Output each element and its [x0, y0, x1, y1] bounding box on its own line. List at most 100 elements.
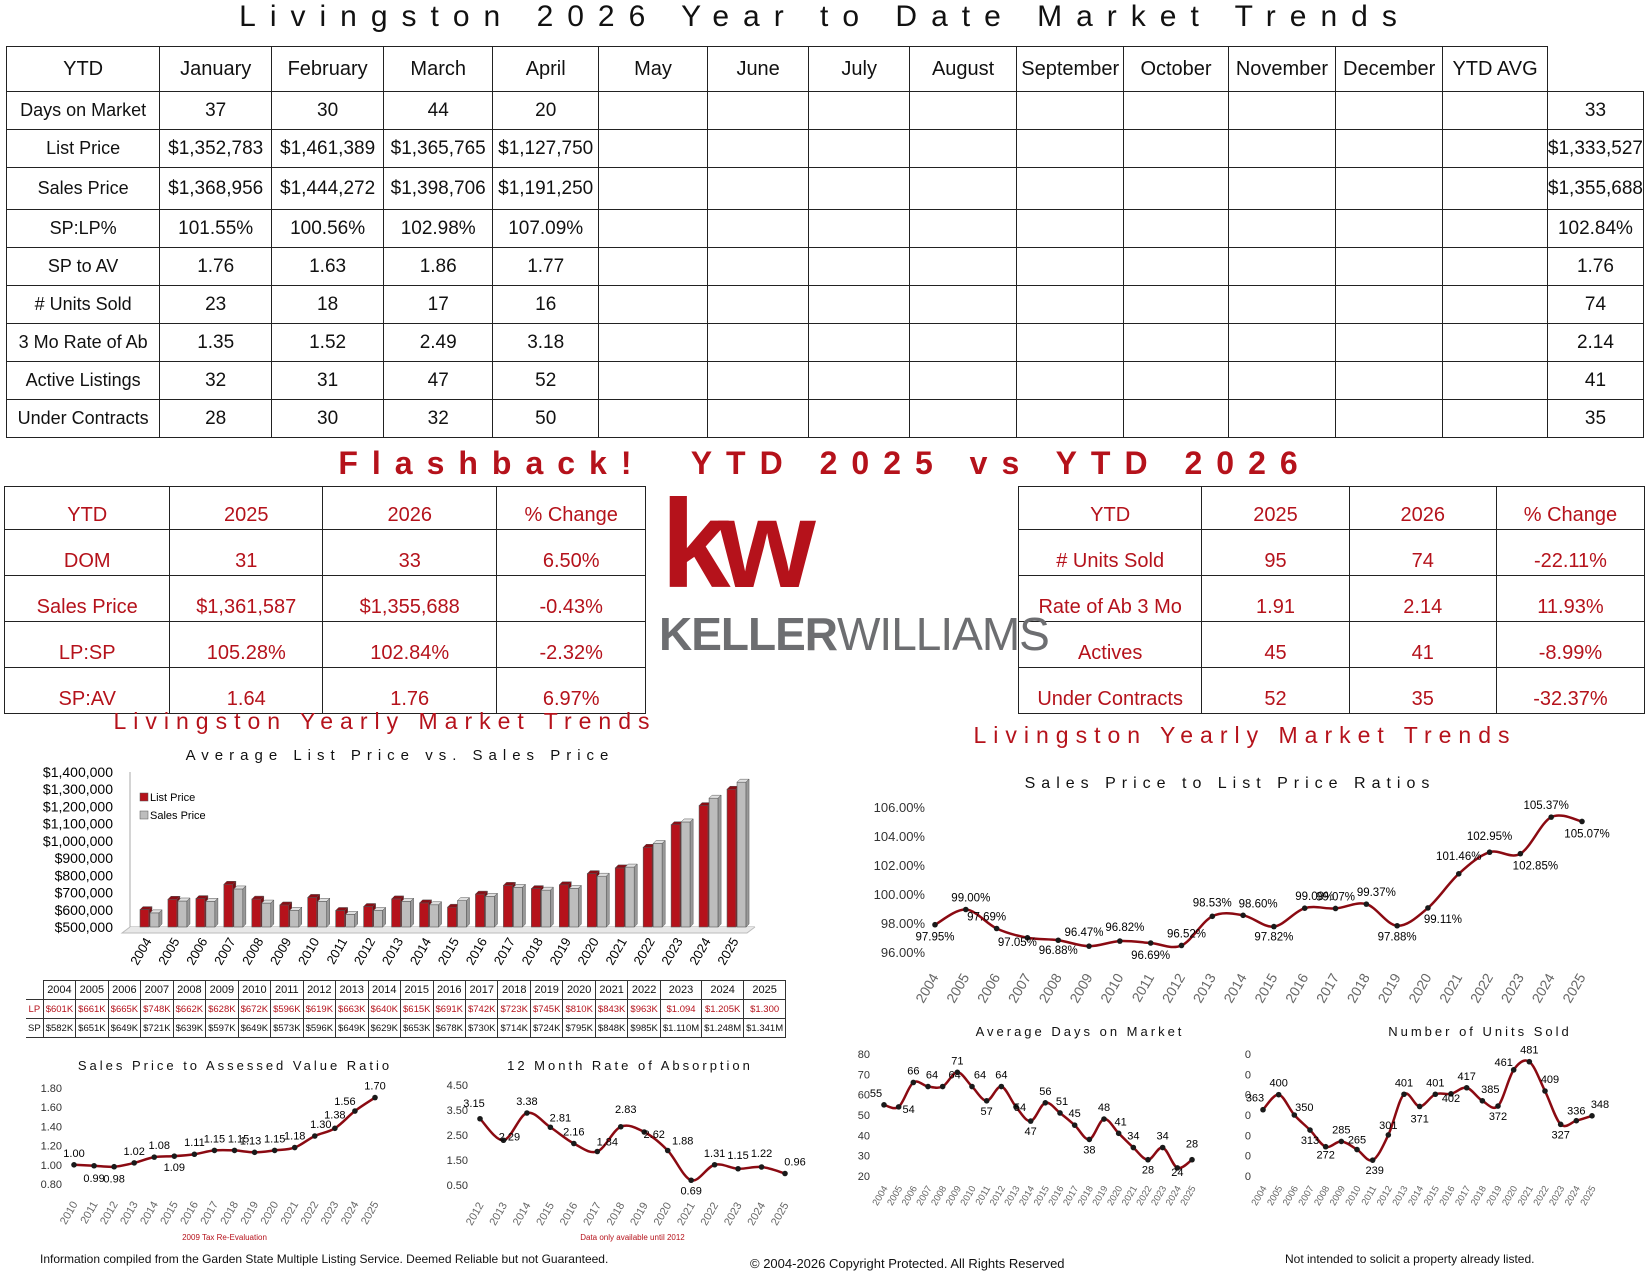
- ytd-cell: [598, 247, 708, 286]
- ytd-cell: [1335, 167, 1444, 210]
- sales-price-bar: [708, 794, 722, 928]
- ytd-cell: [808, 247, 910, 286]
- bar-x-tick: 2010: [295, 935, 322, 968]
- compare-cell: $1,361,587: [169, 575, 324, 622]
- data-point: [963, 906, 969, 913]
- y-tick: 500: [1245, 1049, 1251, 1061]
- x-tick: 2010: [1344, 1184, 1364, 1208]
- data-point: [1363, 901, 1370, 907]
- ytd-cell: 1.52: [271, 323, 385, 362]
- data-point: [1448, 1091, 1454, 1097]
- ytd-cell: [1442, 91, 1548, 130]
- ytd-cell: [808, 285, 910, 324]
- x-tick: 2024: [1528, 970, 1558, 1005]
- data-point: [1432, 1091, 1439, 1098]
- bar-y-tick: $900,000: [55, 850, 114, 866]
- ytd-cell: [908, 167, 1018, 210]
- data-label: 1.11: [184, 1137, 205, 1149]
- data-point: [711, 1161, 718, 1168]
- x-tick: 2019: [628, 1201, 651, 1228]
- compare-cell: -0.43%: [496, 575, 646, 622]
- ytd-cell: $1,365,765: [383, 129, 494, 168]
- compare-cell: 31: [169, 529, 324, 576]
- ytd-cell: [1227, 323, 1337, 362]
- data-label: 1.08: [149, 1140, 170, 1152]
- x-tick: 2018: [218, 1200, 241, 1227]
- compare-cell: # Units Sold: [1017, 529, 1203, 576]
- legend-label: List Price: [150, 792, 195, 804]
- y-tick: 400: [1245, 1090, 1251, 1102]
- bar-x-tick: 2023: [658, 935, 685, 968]
- legend-label: Sales Price: [150, 810, 206, 822]
- x-tick: 2021: [279, 1200, 302, 1227]
- compare-header-row: YTD 2025 2026% Change: [3, 486, 646, 530]
- x-tick: 2025: [769, 1201, 792, 1228]
- ytd-row-label: SP to AV: [5, 247, 161, 286]
- data-point: [1542, 1088, 1548, 1094]
- data-label: 38: [1083, 1144, 1095, 1156]
- ytd-cell: $1,127,750: [492, 129, 600, 168]
- ytd-cell: 1.86: [383, 247, 494, 286]
- bar-y-tick: $500,000: [55, 919, 114, 935]
- data-point: [939, 1083, 946, 1090]
- data-point: [969, 1083, 975, 1090]
- data-label: 1.15: [204, 1133, 225, 1145]
- ytd-cell: [1227, 285, 1337, 324]
- footer-copyright: © 2004-2026 Copyright Protected. All Rig…: [750, 1256, 1065, 1271]
- data-point: [594, 1148, 601, 1155]
- bar-floor: [120, 926, 756, 934]
- data-point: [925, 1083, 931, 1090]
- absorption-line-chart: 4.50 3.50 2.50 1.50 0.50 3.15 2.29 3.38 2.81 2.16…: [447, 1080, 806, 1242]
- ytd-cell: [1335, 91, 1444, 130]
- lp-table-cell: $653K: [400, 1018, 434, 1038]
- bar-x-tick: 2025: [714, 935, 741, 968]
- data-label: 0.69: [680, 1185, 701, 1197]
- sales-price-bar: [345, 910, 359, 928]
- lp-table-cell: $596K: [302, 1018, 337, 1038]
- lp-table-cell: $629K: [367, 1018, 402, 1038]
- data-point: [910, 1079, 917, 1086]
- bar-y-tick: $1,300,000: [43, 781, 113, 797]
- y-tick: 50: [858, 1110, 870, 1122]
- ytd-cell: [598, 129, 708, 168]
- ytd-cell: 107.09%: [492, 209, 600, 248]
- data-label: 239: [1365, 1165, 1383, 1177]
- data-label: 1.30: [310, 1119, 331, 1131]
- data-point: [1147, 940, 1154, 946]
- y-tick: 100.00%: [874, 887, 926, 902]
- ytd-cell: [598, 361, 708, 400]
- ytd-cell: [908, 285, 1018, 324]
- compare-cell: Rate of Ab 3 Mo: [1017, 575, 1203, 622]
- ytd-cell: [908, 361, 1018, 400]
- data-point: [688, 1177, 694, 1184]
- lp-table-cell: $748K: [140, 999, 174, 1019]
- sales-price-bar: [456, 897, 471, 928]
- ytd-row-label: # Units Sold: [5, 285, 161, 324]
- compare-cell: SP:AV: [3, 667, 171, 714]
- ytd-avg-cell: $1,355,688: [1546, 167, 1645, 210]
- data-point: [111, 1163, 117, 1170]
- data-label: 41: [1115, 1116, 1127, 1128]
- data-point: [1495, 1103, 1501, 1109]
- lp-table-cell: $597K: [205, 1018, 239, 1038]
- data-point: [1240, 912, 1246, 919]
- flashback-title: Flashback! YTD 2025 vs YTD 2026: [338, 445, 1312, 481]
- bar-x-tick: 2018: [519, 935, 546, 968]
- compare-cell: Sales Price: [3, 575, 171, 622]
- bar-x-tick: 2009: [267, 935, 294, 968]
- sales-price-bar: [289, 906, 303, 928]
- y-tick: 30: [858, 1151, 870, 1163]
- lp-table-cell: 2004: [42, 980, 77, 1000]
- ytd-cell: 100.56%: [271, 209, 385, 248]
- ytd-cell: [808, 361, 910, 400]
- lp-table-cell: $596K: [270, 999, 304, 1019]
- data-point: [1301, 905, 1308, 911]
- compare-row: LP:SP 105.28% 102.84% -2.32%: [3, 621, 646, 668]
- lp-table-cell: $985K: [627, 1018, 661, 1038]
- compare-header-cell: 2026: [1348, 486, 1497, 530]
- y-tick: 1.80: [41, 1083, 62, 1095]
- bar-x-tick: 2013: [379, 935, 406, 968]
- y-tick: 80: [858, 1049, 870, 1061]
- ytd-cell: [598, 399, 708, 438]
- lp-table-cell: 2009: [205, 980, 239, 1000]
